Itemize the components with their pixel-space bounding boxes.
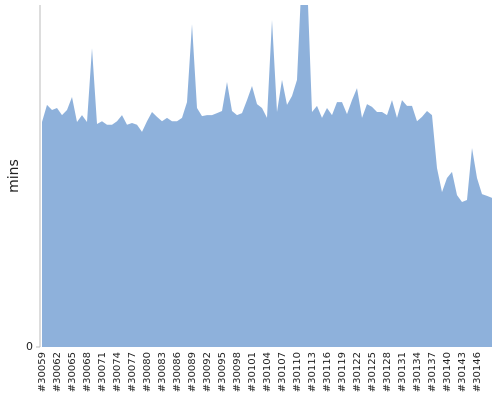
area — [42, 5, 492, 347]
x-tick-label: #30137 — [427, 352, 438, 392]
x-tick-label: #30092 — [202, 352, 213, 392]
x-tick-label: #30080 — [142, 352, 153, 392]
x-tick-label: #30128 — [382, 352, 393, 392]
x-tick-label: #30101 — [247, 352, 258, 392]
x-tick-label: #30083 — [157, 352, 168, 392]
x-tick-label: #30125 — [367, 352, 378, 392]
x-tick-label: #30143 — [457, 352, 468, 392]
x-tick-label: #30062 — [52, 352, 63, 392]
y-axis-label: mins — [6, 159, 22, 193]
x-tick-label: #30110 — [292, 352, 303, 392]
x-tick-label: #30059 — [37, 352, 48, 392]
x-tick-label: #30146 — [472, 352, 483, 392]
x-tick-label: #30071 — [97, 352, 108, 392]
x-tick-label: #30065 — [67, 352, 78, 392]
x-tick-label: #30140 — [442, 352, 453, 392]
x-tick-label: #30107 — [277, 352, 288, 392]
x-tick-label: #30095 — [217, 352, 228, 392]
x-tick-label: #30086 — [172, 352, 183, 392]
x-tick-label: #30116 — [322, 352, 333, 392]
x-tick-label: #30113 — [307, 352, 318, 392]
x-tick-label: #30074 — [112, 352, 123, 392]
x-tick-label: #30068 — [82, 352, 93, 392]
x-tick-label: #30104 — [262, 352, 273, 392]
y-tick-label: 0 — [26, 340, 33, 353]
x-tick-label: #30077 — [127, 352, 138, 392]
x-tick-label: #30098 — [232, 352, 243, 392]
x-tick-label: #30119 — [337, 352, 348, 392]
x-tick-label: #30134 — [412, 352, 423, 392]
x-tick-label: #30089 — [187, 352, 198, 392]
x-tick-label: #30131 — [397, 352, 408, 392]
x-tick-label: #30122 — [352, 352, 363, 392]
